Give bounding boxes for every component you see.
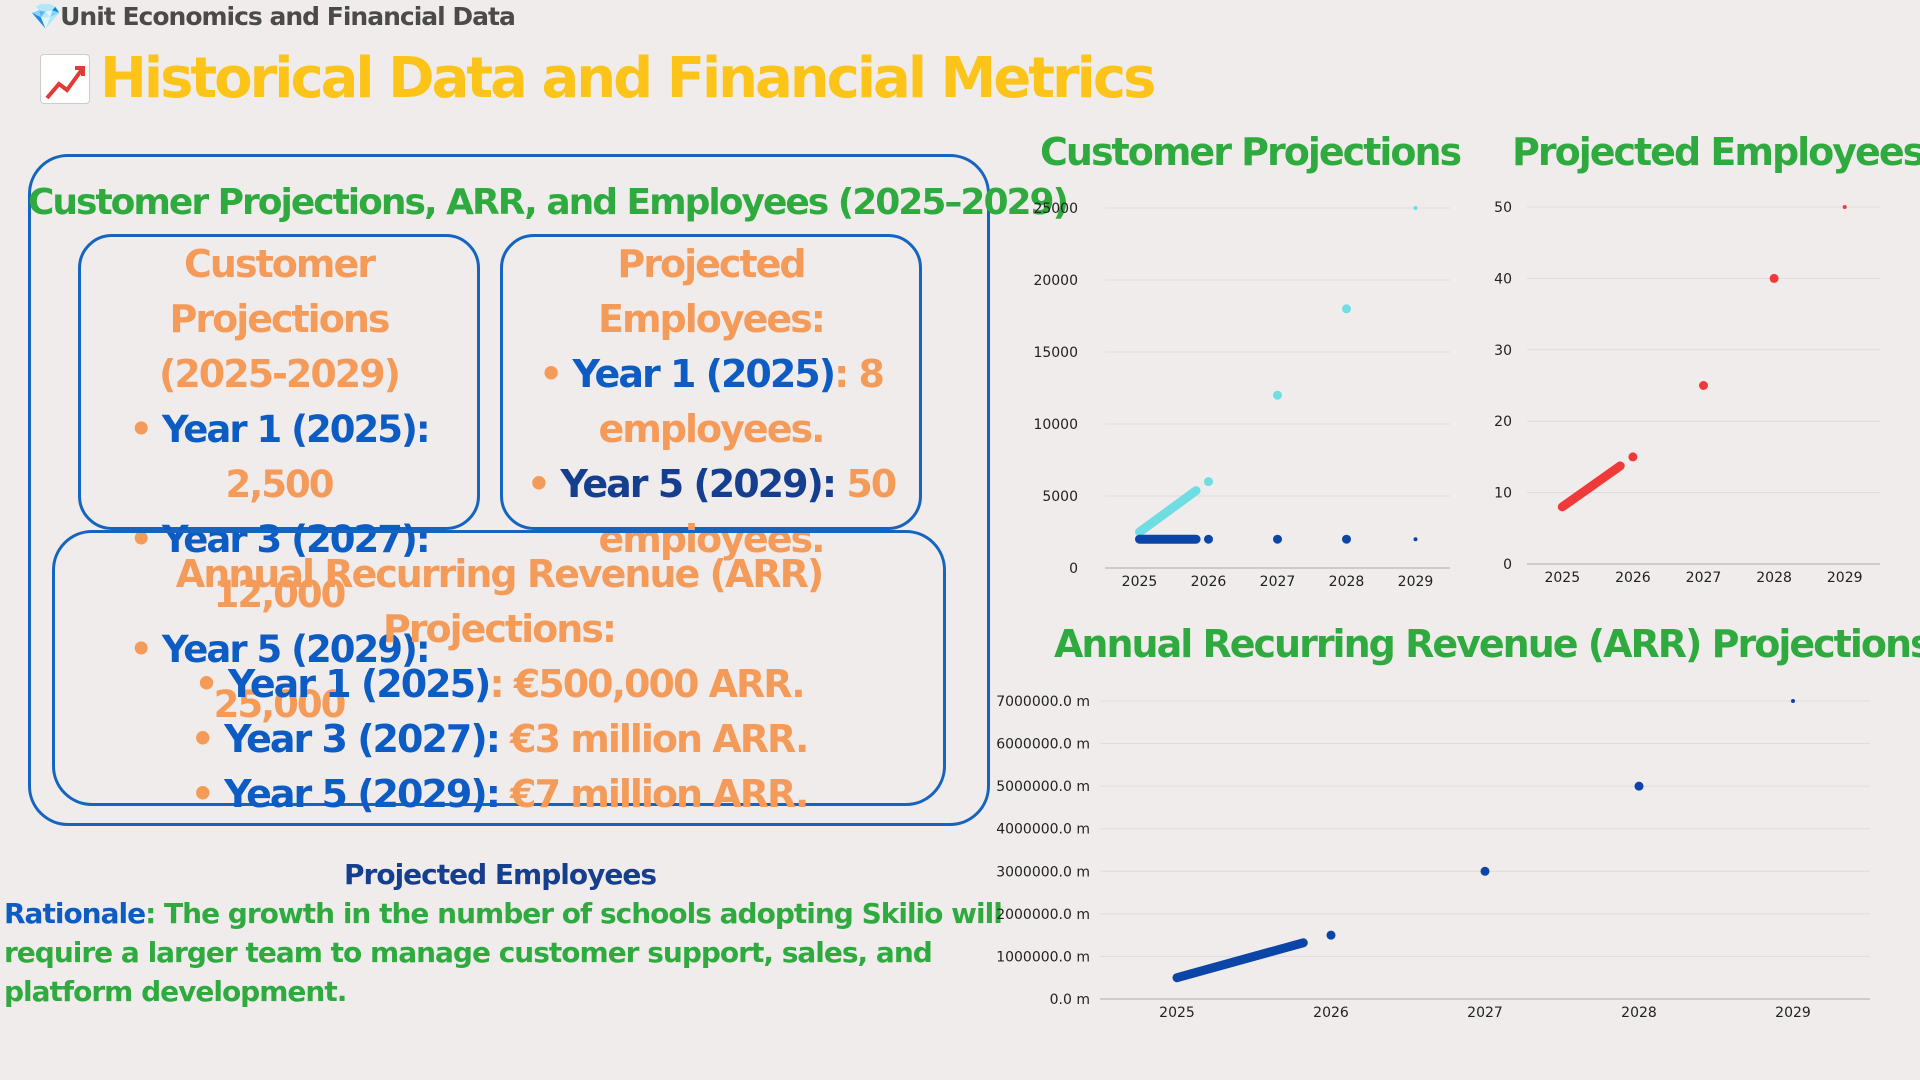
y-tick-label: 0.0 m <box>1050 992 1090 1008</box>
y-tick-label: 2000000.0 m <box>996 907 1090 923</box>
y-tick-label: 1000000.0 m <box>996 949 1090 965</box>
customer-projections-chart: 0 5000 10000 15000 20000 25000 2025 2026 2027 202… <box>1033 201 1450 590</box>
y-tick-label: 10000 <box>1033 417 1078 433</box>
breadcrumb: 💎Unit Economics and Financial Data <box>30 2 516 31</box>
customer-item: • Year 5 (2029): 25,000 <box>129 628 430 726</box>
y-tick-label: 20000 <box>1033 273 1078 289</box>
data-point <box>1342 304 1351 314</box>
employees-chart: 0 10 20 30 40 50 2025 2026 2027 2028 2029 <box>1494 200 1880 586</box>
y-tick-label: 7000000.0 m <box>996 694 1090 710</box>
data-point <box>1204 534 1213 544</box>
employees-card-title: Projected Employees: <box>597 242 826 341</box>
customer-card-subtitle: (2025-2029) <box>158 352 401 396</box>
arr-card: Annual Recurring Revenue (ARR) Projectio… <box>52 530 946 816</box>
y-tick-label: 5000000.0 m <box>996 779 1090 795</box>
employees-item-suffix: employees. <box>598 517 825 561</box>
data-point <box>1273 534 1282 544</box>
arr-item: • Year 3 (2027): €3 million ARR. <box>190 717 810 761</box>
x-tick-label: 2027 <box>1260 574 1296 590</box>
data-point <box>1326 930 1336 940</box>
arr-item: • Year 1 (2025): €500,000 ARR. <box>194 662 805 706</box>
y-tick-label: 25000 <box>1033 201 1078 217</box>
x-tick-label: 2029 <box>1398 574 1434 590</box>
chart-title-employees: Projected Employees <box>1512 130 1920 174</box>
rationale-title: Projected Employees <box>344 858 657 891</box>
employees-item: • Year 1 (2025): 8 <box>539 352 885 396</box>
data-point <box>1413 206 1418 210</box>
y-tick-label: 4000000.0 m <box>996 822 1090 838</box>
x-tick-label: 2026 <box>1615 570 1651 586</box>
chart-title-customers: Customer Projections <box>1040 130 1462 174</box>
x-tick-label: 2027 <box>1686 570 1722 586</box>
x-tick-label: 2025 <box>1122 574 1158 590</box>
arr-chart: 0.0 m 1000000.0 m 2000000.0 m 3000000.0 m 40… <box>996 694 1870 1020</box>
summary-heading: Customer Projections, ARR, and Employees… <box>28 182 1069 223</box>
page-title: Historical Data and Financial Metrics <box>100 46 1156 111</box>
data-point <box>1628 452 1638 462</box>
y-tick-label: 3000000.0 m <box>996 864 1090 880</box>
y-tick-label: 30 <box>1494 343 1512 359</box>
arr-card-title: Annual Recurring Revenue (ARR) Projectio… <box>175 552 824 651</box>
x-tick-label: 2026 <box>1313 1005 1349 1020</box>
rationale-text: Rationale: The growth in the number of s… <box>4 897 1003 1008</box>
customer-item: • Year 3 (2027): 12,000 <box>129 518 430 616</box>
y-tick-label: 6000000.0 m <box>996 737 1090 753</box>
x-tick-label: 2025 <box>1544 570 1580 586</box>
x-tick-label: 2026 <box>1191 574 1227 590</box>
data-point <box>1769 273 1779 283</box>
data-point <box>1699 381 1708 390</box>
y-tick-label: 10 <box>1494 486 1512 502</box>
customer-card-title: Customer Projections <box>169 242 391 341</box>
data-point <box>1480 866 1490 876</box>
data-point <box>1273 390 1282 400</box>
y-tick-label: 0 <box>1069 561 1078 577</box>
series-line-segment <box>1172 938 1308 983</box>
data-point <box>1204 477 1213 487</box>
data-point <box>1413 537 1418 542</box>
employees-item-suffix: employees. <box>598 407 825 451</box>
y-tick-label: 0 <box>1503 557 1512 573</box>
x-tick-label: 2025 <box>1159 1005 1195 1020</box>
x-tick-label: 2029 <box>1827 570 1863 586</box>
x-tick-label: 2028 <box>1756 570 1792 586</box>
employees-card: Projected Employees: • Year 1 (2025): 8 … <box>500 234 922 561</box>
data-point <box>1791 699 1795 703</box>
y-tick-label: 15000 <box>1033 345 1078 361</box>
y-tick-label: 20 <box>1494 414 1512 430</box>
series-line-segment <box>1557 461 1625 512</box>
chart-title-arr: Annual Recurring Revenue (ARR) Projectio… <box>1054 622 1920 666</box>
customer-item: • Year 1 (2025): 2,500 <box>129 408 430 506</box>
summary-panel <box>28 154 990 826</box>
arr-item: • Year 5 (2029): €7 million ARR. <box>190 772 810 816</box>
y-tick-label: 5000 <box>1042 489 1078 505</box>
customer-projections-card: Customer Projections (2025-2029) • Year … <box>78 234 480 726</box>
x-tick-label: 2029 <box>1775 1005 1811 1020</box>
data-point <box>1842 205 1847 209</box>
data-point <box>1634 781 1644 791</box>
data-point <box>1342 534 1351 544</box>
y-tick-label: 50 <box>1494 200 1512 216</box>
chart-increasing-icon <box>40 53 90 104</box>
y-tick-label: 40 <box>1494 271 1512 287</box>
x-tick-label: 2028 <box>1621 1005 1657 1020</box>
x-tick-label: 2028 <box>1329 574 1365 590</box>
series-line-segment <box>1135 486 1201 537</box>
employees-item: • Year 5 (2029): 50 <box>526 462 897 506</box>
page-title-row: Historical Data and Financial Metrics <box>40 46 1156 111</box>
x-tick-label: 2027 <box>1467 1005 1503 1020</box>
